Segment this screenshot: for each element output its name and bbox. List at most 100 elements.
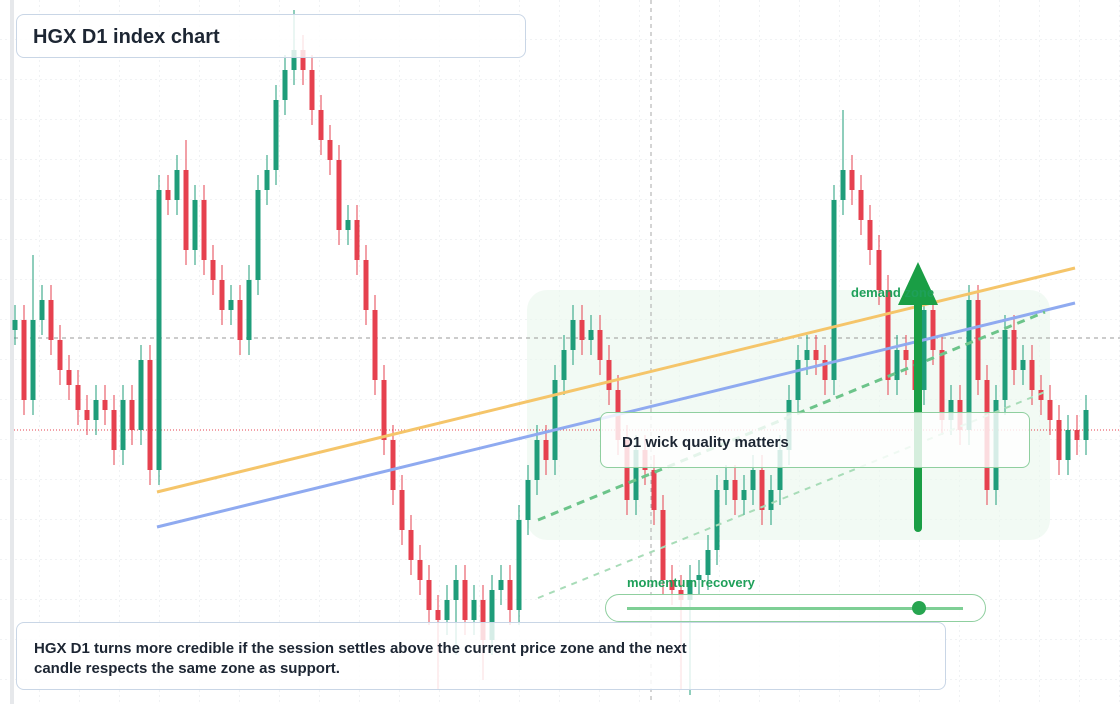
candle-body	[381, 380, 387, 440]
candle-body	[777, 450, 783, 490]
candle-body	[12, 320, 18, 330]
candle-body	[759, 470, 765, 510]
candle-body	[948, 400, 954, 420]
candle-body	[876, 250, 882, 290]
candle-body	[840, 170, 846, 200]
candle-body	[939, 350, 945, 420]
candle-body	[696, 575, 702, 580]
candle-body	[372, 310, 378, 380]
candle-body	[687, 580, 693, 600]
candle-body	[129, 400, 135, 430]
candle-body	[651, 470, 657, 510]
candle-body	[147, 360, 153, 470]
trend-line	[537, 310, 1046, 522]
candle-body	[831, 200, 837, 380]
title-panel: HGX D1 index chart	[16, 14, 526, 58]
candle-body	[264, 170, 270, 190]
candle-body	[183, 170, 189, 250]
candle-body	[111, 410, 117, 450]
candle-body	[408, 530, 414, 560]
candle-body	[93, 400, 99, 420]
candle-body	[399, 490, 405, 530]
candle-body	[930, 310, 936, 350]
candle-body	[201, 200, 207, 260]
candle-body	[282, 70, 288, 100]
candle-body	[354, 220, 360, 260]
candle-body	[741, 490, 747, 500]
candle-body	[1065, 430, 1071, 460]
slider-knob[interactable]	[912, 601, 926, 615]
candle-body	[489, 590, 495, 640]
candle-body	[885, 290, 891, 380]
slider[interactable]	[605, 594, 986, 622]
note: D1 wick quality matters	[622, 434, 789, 451]
zone-label: demand zone	[851, 285, 935, 300]
candle-body	[1074, 430, 1080, 440]
candle-body	[543, 440, 549, 460]
slider-track	[627, 607, 963, 610]
candle-body	[273, 100, 279, 170]
candle-body	[462, 580, 468, 620]
candle-body	[30, 320, 36, 400]
candle-body	[1038, 390, 1044, 400]
candle-body	[48, 300, 54, 340]
candle-body	[246, 280, 252, 340]
candle-body	[597, 330, 603, 360]
candle-body	[1047, 400, 1053, 420]
candle-body	[165, 190, 171, 200]
candle-body	[723, 480, 729, 490]
candle-body	[660, 510, 666, 580]
candle-body	[561, 350, 567, 380]
candle-body	[1011, 330, 1017, 370]
candle-body	[822, 360, 828, 380]
candle-body	[444, 600, 450, 620]
candle-body	[849, 170, 855, 190]
candle-body	[525, 480, 531, 520]
candle-body	[804, 350, 810, 360]
candle-body	[570, 320, 576, 350]
candle-body	[66, 370, 72, 385]
caption-panel: HGX D1 turns more credible if the sessio…	[16, 622, 946, 690]
candle-body	[867, 220, 873, 250]
candle-body	[21, 320, 27, 400]
candle-body	[624, 440, 630, 500]
candle-body	[192, 200, 198, 250]
candle-body	[705, 550, 711, 575]
candle-body	[714, 490, 720, 550]
candle-body	[210, 260, 216, 280]
candle-body	[480, 600, 486, 640]
candle-body	[516, 520, 522, 610]
candle-body	[417, 560, 423, 580]
candle-body	[588, 330, 594, 340]
candle-body	[39, 300, 45, 320]
candle-body	[138, 360, 144, 430]
candle-body	[534, 440, 540, 480]
candle-body	[1029, 360, 1035, 390]
candle-body	[426, 580, 432, 610]
candle-body	[732, 480, 738, 500]
candle-body	[966, 300, 972, 430]
candle-body	[795, 360, 801, 400]
note-panel: D1 wick quality matters	[600, 412, 1030, 468]
candle-body	[1020, 360, 1026, 370]
candle-body	[903, 350, 909, 360]
candle-body	[507, 580, 513, 610]
chart-title: HGX D1 index chart	[33, 26, 220, 48]
candle-body	[228, 300, 234, 310]
candle-body	[669, 580, 675, 590]
candle-body	[291, 50, 297, 70]
candle-body	[363, 260, 369, 310]
candle-body	[345, 220, 351, 230]
candle-body	[120, 400, 126, 450]
candle-body	[975, 300, 981, 380]
candle-body	[237, 300, 243, 340]
candle-body	[318, 110, 324, 140]
candle-body	[750, 470, 756, 490]
candle-body	[336, 160, 342, 230]
candle-body	[453, 580, 459, 600]
candle-body	[156, 190, 162, 470]
candle-body	[57, 340, 63, 370]
candle-body	[1002, 330, 1008, 400]
candle-body	[219, 280, 225, 310]
